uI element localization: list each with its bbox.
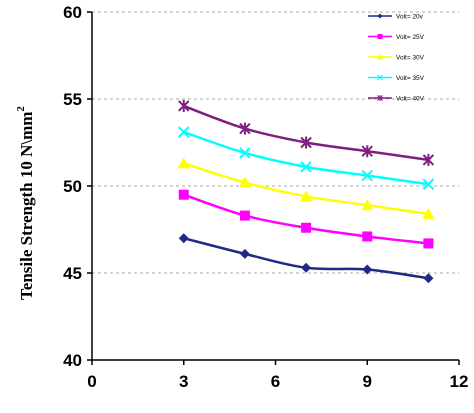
- series-2-point-2: [239, 210, 250, 221]
- series-2-point-5: [423, 238, 434, 249]
- legend-label-5: Volt= 40V: [396, 96, 425, 103]
- y-axis-label-superscript: 2: [15, 106, 27, 112]
- legend-marker-2: [377, 34, 383, 39]
- series-1-point-2: [239, 248, 250, 259]
- legend-marker-3: [377, 54, 383, 60]
- y-tick-label-55: 55: [63, 90, 82, 109]
- series-3-point-3: [300, 190, 313, 202]
- series-4-point-1: [178, 126, 190, 138]
- series-5: [178, 99, 435, 166]
- y-tick-label-45: 45: [63, 264, 82, 283]
- series-1: [178, 233, 434, 284]
- y-axis-label-text: Tensile Strength 10 N\mm: [17, 112, 36, 300]
- series-3-point-2: [238, 176, 251, 188]
- series-5-point-3: [300, 136, 312, 149]
- legend-marker-4: [377, 74, 383, 81]
- series-4-point-4: [361, 169, 373, 182]
- series-1-point-3: [301, 262, 312, 273]
- series-5-point-2: [239, 122, 251, 135]
- y-tick-label-50: 50: [63, 177, 82, 196]
- x-tick-label-9: 9: [363, 372, 372, 391]
- x-tick-label-0: 0: [87, 372, 96, 391]
- series-3-line: [183, 162, 429, 216]
- series-group: [177, 99, 435, 284]
- x-tick-label-6: 6: [271, 372, 280, 391]
- y-tick-label-40: 40: [63, 351, 82, 370]
- series-3-point-1: [177, 157, 190, 169]
- series-3: [177, 157, 435, 219]
- axes: [87, 11, 460, 365]
- legend-label-3: Volt= 30V: [396, 55, 425, 62]
- series-2-line: [183, 193, 429, 245]
- series-4: [178, 126, 435, 190]
- series-3-point-5: [422, 207, 435, 219]
- legend: Volt= 20v Volt= 25V Volt= 30V Volt= 35V Volt…: [368, 13, 425, 103]
- grid-lines: [92, 11, 459, 274]
- legend-marker-group-1: [377, 13, 383, 19]
- legend-marker-1: [377, 13, 383, 19]
- legend-marker-group-3: [377, 54, 383, 60]
- legend-label-2: Volt= 25V: [396, 34, 425, 41]
- x-tick-label-12: 12: [450, 372, 469, 391]
- y-tick-labels: 40 45 50 55 60: [63, 3, 82, 370]
- series-1-point-5: [423, 273, 434, 284]
- series-4-point-5: [422, 178, 435, 190]
- series-5-point-1: [178, 99, 190, 112]
- legend-label-4: Volt= 35V: [396, 75, 425, 82]
- x-tick-labels: 0 3 6 9 12: [87, 372, 468, 391]
- series-4-point-3: [300, 161, 312, 173]
- series-2: [178, 189, 434, 249]
- legend-marker-5: [377, 95, 383, 101]
- x-tick-label-3: 3: [179, 372, 188, 391]
- series-5-line: [183, 104, 429, 162]
- series-2-point-3: [301, 222, 312, 233]
- series-1-point-1: [178, 233, 189, 244]
- series-2-point-4: [362, 231, 373, 242]
- series-5-point-5: [422, 153, 435, 166]
- y-axis-label: Tensile Strength 10 N\mm2: [15, 106, 36, 300]
- legend-marker-group-4: [377, 74, 383, 81]
- series-5-point-4: [361, 145, 373, 158]
- legend-marker-group-5: [377, 95, 383, 101]
- series-3-point-4: [361, 199, 374, 211]
- legend-label-1: Volt= 20v: [396, 14, 424, 21]
- series-2-point-1: [178, 189, 189, 200]
- legend-marker-group-2: [377, 34, 383, 39]
- series-1-point-4: [362, 264, 373, 275]
- y-tick-label-60: 60: [63, 3, 82, 22]
- series-4-point-2: [239, 147, 251, 159]
